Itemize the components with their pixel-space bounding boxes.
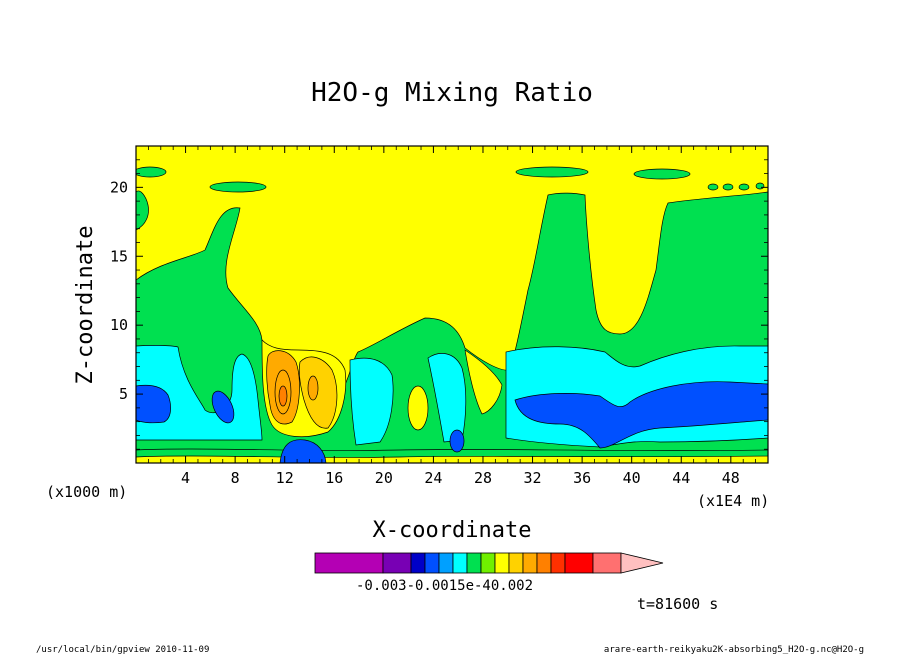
region-green — [722, 183, 734, 191]
region-orange-peak — [278, 385, 288, 407]
region-cyan — [349, 357, 394, 446]
region-blue — [211, 390, 235, 424]
colorbar-segment — [382, 552, 412, 574]
region-green — [209, 181, 267, 193]
colorbar-segment — [480, 552, 496, 574]
region-green — [515, 166, 589, 178]
region-green — [755, 182, 765, 190]
colorbar-segment — [314, 552, 384, 574]
y-axis-label: Z-coordinate — [73, 226, 98, 385]
colorbar-segment — [452, 552, 468, 574]
x-tick-label: 28 — [474, 469, 492, 487]
region-yellow-patch — [407, 385, 429, 431]
colorbar-segment — [466, 552, 482, 574]
x-unit-left: (x1000 m) — [46, 483, 127, 501]
y-tick-label: 10 — [110, 316, 128, 334]
region-blue — [279, 439, 327, 463]
region-orange — [298, 356, 338, 429]
region-yellow-patch — [136, 452, 768, 463]
contour-field — [136, 146, 768, 463]
x-tick-label: 20 — [375, 469, 393, 487]
colorbar-segment — [424, 552, 440, 574]
colorbar-segment — [508, 552, 524, 574]
region-orange-core — [307, 375, 319, 401]
region-cyan — [427, 353, 467, 443]
footer-right: arare-earth-reikyaku2K-absorbing5_H2O-g.… — [604, 645, 864, 654]
colorbar-labels: -0.003-0.0015e-40.002 — [356, 578, 533, 594]
x-tick-label: 24 — [424, 469, 442, 487]
region-blue — [514, 381, 768, 449]
x-unit-right: (x1E4 m) — [697, 492, 769, 510]
colorbar-arrow — [620, 552, 664, 574]
colorbar-segment — [550, 552, 566, 574]
x-tick-label: 12 — [276, 469, 294, 487]
x-tick-label: 40 — [623, 469, 641, 487]
region-green — [136, 166, 167, 178]
x-tick-label: 48 — [722, 469, 740, 487]
x-tick-label: 44 — [672, 469, 690, 487]
y-tick-label: 20 — [110, 178, 128, 196]
plot-frame — [135, 145, 769, 464]
region-green — [633, 168, 691, 180]
x-tick-label: 32 — [524, 469, 542, 487]
colorbar-segment — [564, 552, 594, 574]
colorbar-segment — [438, 552, 454, 574]
time-label: t=81600 s — [637, 595, 718, 613]
region-green — [738, 183, 750, 191]
y-tick-label: 5 — [119, 385, 128, 403]
x-tick-label: 4 — [181, 469, 190, 487]
footer-left: /usr/local/bin/gpview 2010-11-09 — [36, 645, 209, 654]
region-yellow-patch — [464, 349, 503, 415]
x-axis-label: X-coordinate — [373, 518, 532, 543]
x-tick-label: 36 — [573, 469, 591, 487]
colorbar-segment — [410, 552, 426, 574]
y-tick-label: 15 — [110, 247, 128, 265]
colorbar-segment — [536, 552, 552, 574]
x-tick-label: 16 — [325, 469, 343, 487]
colorbar — [314, 552, 664, 574]
region-blue — [136, 384, 171, 424]
region-green — [707, 183, 719, 191]
region-blue — [449, 429, 465, 453]
colorbar-segment — [592, 552, 622, 574]
chart-title: H2O-g Mixing Ratio — [311, 78, 593, 108]
colorbar-segment — [522, 552, 538, 574]
x-tick-label: 8 — [231, 469, 240, 487]
region-green — [136, 448, 768, 458]
colorbar-segment — [494, 552, 510, 574]
